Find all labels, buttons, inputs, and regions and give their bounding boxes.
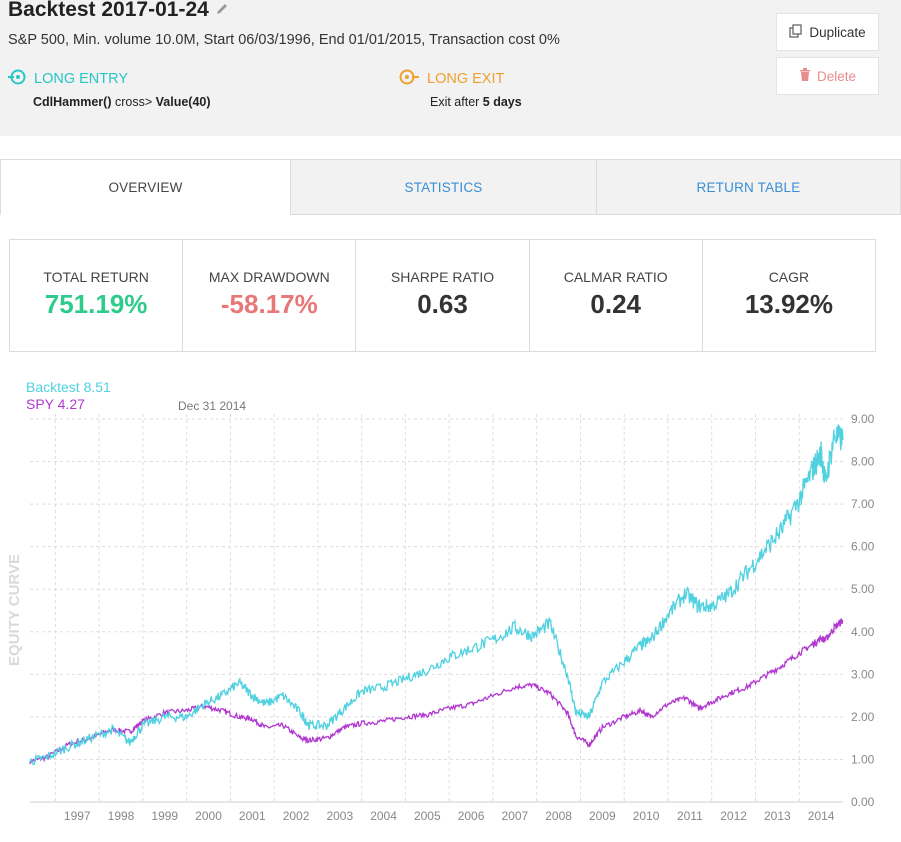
- backtest-parameters: S&P 500, Min. volume 10.0M, Start 06/03/…: [8, 32, 560, 48]
- backtest-header: Backtest 2017-01-24 S&P 500, Min. volume…: [0, 0, 901, 136]
- stat-value: -58.17%: [220, 289, 318, 319]
- pencil-icon[interactable]: [215, 0, 229, 22]
- x-tick-label: 2003: [326, 809, 353, 823]
- duplicate-label: Duplicate: [809, 24, 866, 40]
- exit-icon: [399, 68, 419, 90]
- y-tick-label: 3.00: [851, 667, 875, 681]
- y-tick-label: 7.00: [851, 497, 875, 511]
- x-tick-label: 2006: [458, 809, 485, 823]
- x-tick-label: 2013: [764, 809, 791, 823]
- y-tick-label: 4.00: [851, 625, 875, 639]
- legend-spy: SPY 4.27: [26, 396, 85, 412]
- delete-button[interactable]: Delete: [776, 57, 879, 95]
- duplicate-button[interactable]: Duplicate: [776, 13, 879, 51]
- legend-backtest: Backtest 8.51: [26, 379, 111, 395]
- stat-label: SHARPE RATIO: [390, 269, 495, 285]
- y-tick-label: 1.00: [851, 752, 875, 766]
- equity-curve-chart[interactable]: 0.00 1.00 2.00 3.00 4.00 5.00 6.00 7.00 8.00 9.00…: [0, 372, 901, 842]
- tab-statistics[interactable]: STATISTICS: [290, 159, 597, 215]
- stat-cagr: CAGR 13.92%: [703, 240, 875, 351]
- stat-value: 0.24: [590, 289, 642, 319]
- x-tick-label: 1998: [108, 809, 135, 823]
- x-tick-label: 2007: [501, 809, 528, 823]
- long-entry-label: LONG ENTRY: [34, 71, 129, 87]
- stat-total-return: TOTAL RETURN 751.19%: [10, 240, 184, 351]
- trash-icon: [799, 68, 811, 84]
- x-tick-label: 2004: [370, 809, 397, 823]
- long-entry-rule: CdlHammer() cross> Value(40): [33, 95, 211, 109]
- y-tick-label: 5.00: [851, 582, 875, 596]
- x-tick-label: 1999: [151, 809, 178, 823]
- long-exit-title: LONG EXIT: [399, 68, 504, 90]
- spy-series-line: [29, 618, 844, 765]
- long-exit-rule: Exit after 5 days: [430, 95, 522, 109]
- y-tick-label: 2.00: [851, 710, 875, 724]
- exit-days: 5 days: [482, 95, 522, 109]
- x-tick-label: 2002: [283, 809, 310, 823]
- entry-function: CdlHammer(): [33, 95, 112, 109]
- stat-sharpe-ratio: SHARPE RATIO 0.63: [356, 240, 530, 351]
- exit-prefix: Exit after: [430, 95, 483, 109]
- x-tick-label: 2012: [720, 809, 747, 823]
- tab-bar: OVERVIEW STATISTICS RETURN TABLE: [0, 159, 901, 216]
- backtest-series-line: [29, 424, 844, 766]
- x-tick-label: 2009: [589, 809, 616, 823]
- stat-label: CAGR: [768, 269, 810, 285]
- y-axis-label: EQUITY CURVE: [6, 554, 23, 666]
- stat-calmar-ratio: CALMAR RATIO 0.24: [530, 240, 703, 351]
- copy-icon: [789, 23, 803, 41]
- y-tick-label: 9.00: [851, 412, 875, 426]
- long-entry-title: LONG ENTRY: [8, 68, 128, 90]
- stat-max-drawdown: MAX DRAWDOWN -58.17%: [183, 240, 357, 351]
- x-tick-label: 2005: [414, 809, 441, 823]
- hover-date-label: Dec 31 2014: [178, 399, 246, 413]
- x-tick-label: 2011: [677, 809, 703, 823]
- x-tick-label: 2001: [239, 809, 266, 823]
- entry-value: Value(40): [155, 95, 211, 109]
- x-tick-label: 1997: [64, 809, 91, 823]
- entry-operator: cross>: [111, 95, 156, 109]
- tab-overview[interactable]: OVERVIEW: [0, 159, 291, 215]
- x-tick-label: 2010: [633, 809, 660, 823]
- y-tick-label: 8.00: [851, 455, 875, 469]
- y-tick-label: 6.00: [851, 540, 875, 554]
- stat-label: MAX DRAWDOWN: [208, 269, 330, 285]
- long-exit-label: LONG EXIT: [427, 71, 505, 87]
- stats-panel: TOTAL RETURN 751.19% MAX DRAWDOWN -58.17…: [9, 239, 876, 352]
- x-tick-label: 2000: [195, 809, 222, 823]
- page-title-text: Backtest 2017-01-24: [8, 0, 209, 21]
- y-tick-label: 0.00: [851, 795, 875, 809]
- stat-value: 0.63: [417, 289, 468, 319]
- page-title: Backtest 2017-01-24: [8, 0, 229, 22]
- x-tick-label: 2008: [545, 809, 572, 823]
- stat-label: CALMAR RATIO: [563, 269, 668, 285]
- tab-return-table[interactable]: RETURN TABLE: [596, 159, 901, 215]
- stat-value: 751.19%: [44, 289, 148, 319]
- entry-icon: [8, 68, 26, 90]
- stat-label: TOTAL RETURN: [43, 269, 149, 285]
- stat-value: 13.92%: [744, 289, 833, 319]
- x-tick-label: 2014: [808, 809, 835, 823]
- delete-label: Delete: [816, 68, 857, 84]
